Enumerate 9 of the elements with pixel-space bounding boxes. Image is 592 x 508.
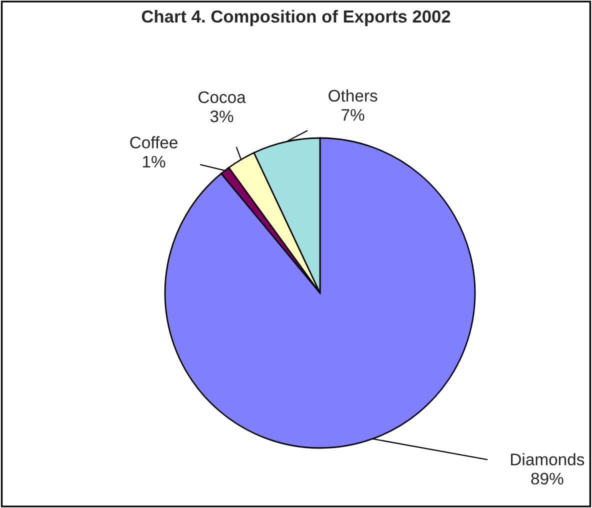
slice-label: Diamonds (511, 453, 584, 466)
data-label: 7% (342, 109, 364, 121)
slice-label: Others (328, 89, 378, 102)
data-label: 1% (142, 156, 166, 168)
chart-title: Chart 4. Composition of Exports 2002 (142, 10, 450, 26)
data-label: 3% (210, 110, 234, 122)
slice-label: Coffee (130, 136, 178, 148)
slice-label: Cocoa (198, 91, 246, 104)
data-label: 89% (531, 472, 564, 485)
